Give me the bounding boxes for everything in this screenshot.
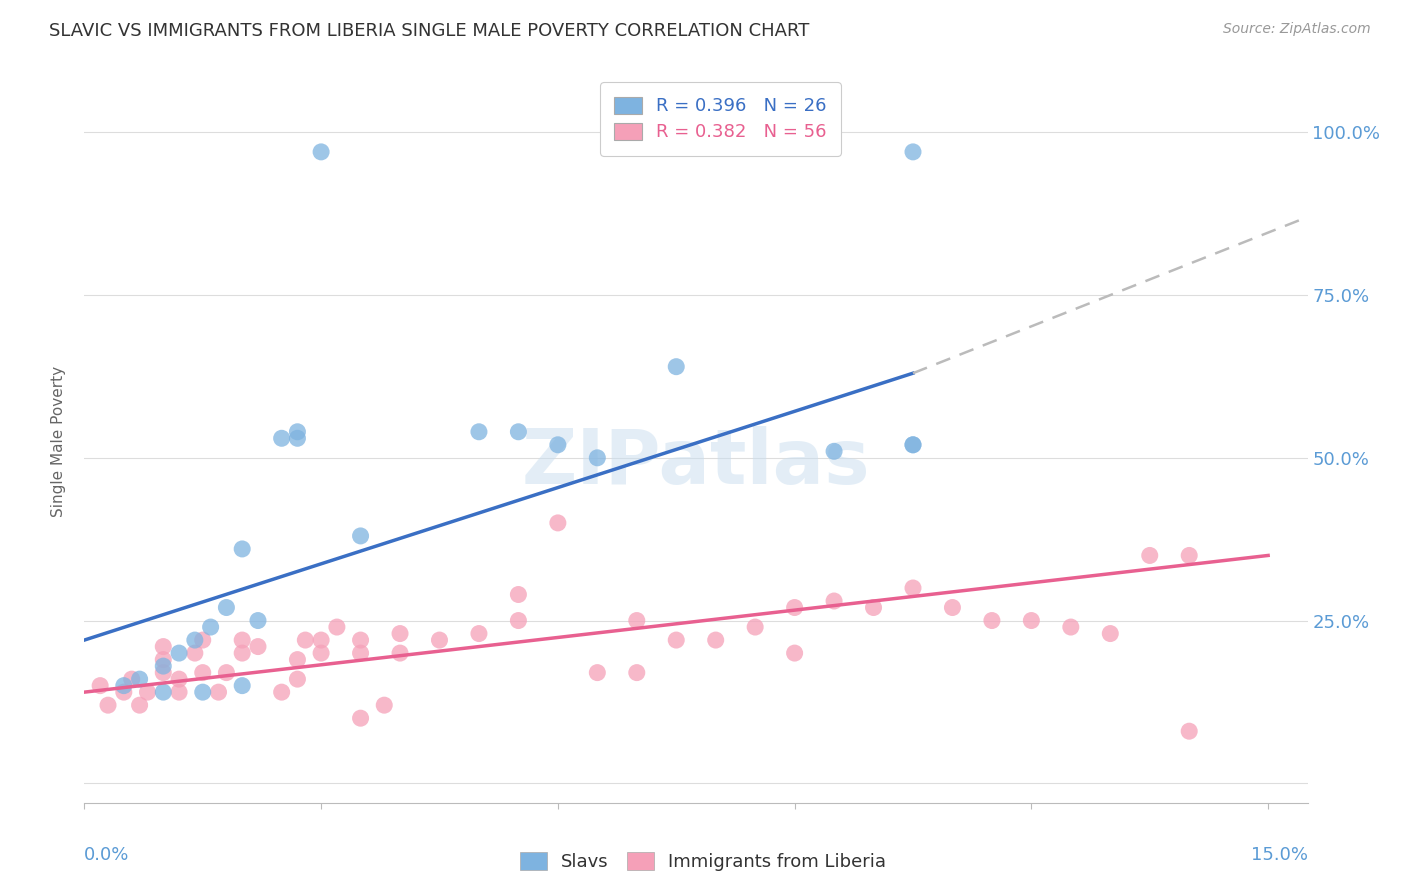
Point: [508, 587, 530, 601]
Point: [349, 633, 371, 648]
Point: [152, 652, 174, 666]
Point: [270, 685, 292, 699]
Point: [1060, 620, 1083, 634]
Point: [287, 425, 309, 439]
Point: [191, 665, 214, 680]
Point: [191, 633, 214, 648]
Point: [349, 711, 371, 725]
Point: [783, 646, 806, 660]
Point: [901, 438, 924, 452]
Point: [468, 425, 491, 439]
Point: [980, 614, 1002, 628]
Point: [167, 646, 190, 660]
Point: [665, 633, 688, 648]
Point: [349, 529, 371, 543]
Point: [152, 640, 174, 654]
Point: [294, 633, 316, 648]
Point: [207, 685, 229, 699]
Point: [128, 698, 150, 713]
Point: [941, 600, 963, 615]
Point: [349, 646, 371, 660]
Text: 15.0%: 15.0%: [1250, 847, 1308, 864]
Text: SLAVIC VS IMMIGRANTS FROM LIBERIA SINGLE MALE POVERTY CORRELATION CHART: SLAVIC VS IMMIGRANTS FROM LIBERIA SINGLE…: [49, 22, 810, 40]
Point: [901, 145, 924, 159]
Point: [167, 685, 190, 699]
Point: [389, 626, 412, 640]
Point: [626, 614, 648, 628]
Point: [184, 633, 207, 648]
Point: [823, 444, 845, 458]
Point: [167, 672, 190, 686]
Point: [901, 438, 924, 452]
Point: [1139, 549, 1161, 563]
Point: [152, 659, 174, 673]
Point: [215, 600, 238, 615]
Point: [112, 679, 135, 693]
Point: [626, 665, 648, 680]
Point: [231, 541, 253, 556]
Point: [547, 438, 569, 452]
Point: [665, 359, 688, 374]
Point: [270, 431, 292, 445]
Point: [231, 633, 253, 648]
Point: [121, 672, 143, 686]
Point: [246, 614, 269, 628]
Point: [468, 626, 491, 640]
Point: [586, 665, 609, 680]
Point: [309, 633, 332, 648]
Point: [152, 665, 174, 680]
Point: [783, 600, 806, 615]
Point: [1099, 626, 1122, 640]
Point: [1021, 614, 1043, 628]
Point: [287, 431, 309, 445]
Text: Source: ZipAtlas.com: Source: ZipAtlas.com: [1223, 22, 1371, 37]
Point: [136, 685, 159, 699]
Point: [231, 646, 253, 660]
Point: [89, 679, 111, 693]
Point: [128, 672, 150, 686]
Point: [309, 646, 332, 660]
Point: [309, 145, 332, 159]
Text: ZIPatlas: ZIPatlas: [522, 426, 870, 500]
Legend: R = 0.396   N = 26, R = 0.382   N = 56: R = 0.396 N = 26, R = 0.382 N = 56: [600, 82, 841, 156]
Point: [586, 450, 609, 465]
Point: [508, 614, 530, 628]
Point: [389, 646, 412, 660]
Point: [373, 698, 395, 713]
Point: [200, 620, 222, 634]
Point: [547, 516, 569, 530]
Point: [1178, 549, 1201, 563]
Point: [287, 652, 309, 666]
Point: [112, 685, 135, 699]
Point: [744, 620, 766, 634]
Point: [901, 581, 924, 595]
Y-axis label: Single Male Poverty: Single Male Poverty: [51, 366, 66, 517]
Point: [823, 594, 845, 608]
Point: [429, 633, 451, 648]
Point: [326, 620, 349, 634]
Point: [231, 679, 253, 693]
Point: [184, 646, 207, 660]
Point: [1178, 724, 1201, 739]
Text: 0.0%: 0.0%: [84, 847, 129, 864]
Point: [191, 685, 214, 699]
Point: [97, 698, 120, 713]
Point: [152, 685, 174, 699]
Point: [508, 425, 530, 439]
Point: [246, 640, 269, 654]
Point: [704, 633, 727, 648]
Point: [215, 665, 238, 680]
Point: [287, 672, 309, 686]
Point: [862, 600, 884, 615]
Legend: Slavs, Immigrants from Liberia: Slavs, Immigrants from Liberia: [512, 846, 894, 879]
